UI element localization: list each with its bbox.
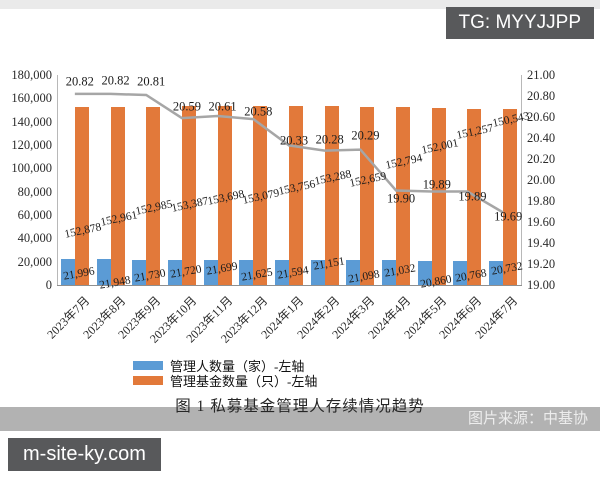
trend-line-value-label: 20.82 [101, 73, 130, 88]
y-axis-right-tick-label: 21.00 [527, 68, 556, 82]
y-axis-left-tick-label: 20,000 [17, 254, 52, 269]
bar-managers [382, 260, 397, 285]
bar-managers [60, 259, 75, 285]
y-axis-right-tick-label: 19.00 [527, 278, 556, 292]
bar-managers [96, 259, 111, 285]
bar-funds [181, 106, 196, 285]
trend-line-value-label: 20.82 [65, 74, 94, 89]
legend-swatch-funds-orange [133, 376, 163, 385]
trend-line-value-label: 19.89 [458, 189, 487, 204]
bar-managers [275, 259, 289, 285]
y-axis-right-tick-label: 19.40 [527, 236, 556, 250]
y-axis-left-tick-label: 120,000 [11, 138, 52, 152]
site-badge: m-site-ky.com [8, 438, 161, 471]
y-axis-right-tick-label: 20.00 [527, 173, 556, 187]
legend-label-managers: 管理人数量（家）-左轴 [170, 359, 305, 374]
legend-item-funds: 管理基金数量（只）-左轴 [133, 374, 318, 389]
source-watermark: 图片来源：中基协 [467, 410, 588, 427]
trend-line-value-label: 20.81 [137, 74, 166, 89]
trend-line-value-label: 20.59 [172, 99, 201, 114]
trend-line-value-label: 19.90 [387, 191, 416, 206]
bar-managers [489, 260, 504, 285]
trend-line-value-label: 19.69 [494, 209, 523, 224]
trend-line-value-label: 20.29 [351, 128, 380, 143]
bar-managers [132, 259, 147, 285]
legend-swatch-managers-blue [133, 361, 163, 370]
trend-line-value-label: 19.89 [422, 177, 451, 192]
legend-item-managers: 管理人数量（家）-左轴 [133, 359, 317, 374]
trend-line-value-label: 20.28 [315, 132, 344, 147]
bar-funds [74, 106, 89, 285]
y-axis-right-tick-label: 20.20 [527, 152, 556, 166]
y-axis-right-tick-label: 20.80 [527, 89, 556, 103]
y-axis-left-tick-label: 0 [45, 278, 52, 292]
y-axis-left-line [57, 75, 58, 285]
bar-managers [346, 260, 361, 285]
y-axis-right-tick-label: 19.60 [527, 215, 556, 229]
y-axis-left-tick-label: 180,000 [11, 68, 52, 82]
trend-line-value-label: 20.58 [244, 104, 273, 119]
telegram-badge: TG: MYYJJPP [445, 7, 594, 39]
bar-managers [310, 260, 325, 285]
y-axis-left-tick-label: 60,000 [17, 208, 52, 222]
bar-funds [503, 109, 518, 285]
bar-managers [417, 260, 432, 285]
bar-managers [203, 259, 218, 285]
y-axis-left-tick-label: 40,000 [17, 231, 52, 246]
source-band: 图片来源：中基协 [0, 407, 600, 431]
chart-area: 管理人数量（家）-左轴 管理基金数量（只）-左轴 180,000 160,000 1… [11, 68, 556, 389]
y-axis-right-tick-label: 20.40 [527, 131, 556, 145]
x-axis-line [57, 285, 522, 286]
y-axis-left-tick-label: 80,000 [17, 184, 52, 199]
bar-managers [167, 259, 182, 285]
bar-managers [453, 260, 468, 285]
bar-funds [110, 106, 125, 285]
trend-line-value-label: 20.61 [208, 99, 237, 114]
trend-line-value-label: 20.33 [279, 133, 309, 148]
legend: 管理人数量（家）-左轴 管理基金数量（只）-左轴 [133, 359, 317, 389]
y-axis-right-tick-label: 19.20 [527, 257, 556, 271]
y-axis-right-line [521, 75, 522, 285]
bar-managers [239, 259, 254, 285]
y-axis-left-tick-label: 160,000 [11, 91, 52, 106]
top-strip [0, 0, 600, 9]
chart-caption: 图 1 私募基金管理人存续情况趋势 [175, 398, 425, 415]
bar-managers-value-label: 21,151 [312, 255, 346, 273]
y-axis-left-tick-label: 140,000 [11, 114, 52, 129]
y-axis-right-tick-label: 20.60 [527, 110, 556, 124]
y-axis-right-tick-label: 19.80 [527, 194, 556, 208]
y-axis-left-tick-label: 100,000 [11, 161, 52, 176]
bar-funds [431, 107, 446, 285]
bar-funds [146, 106, 161, 285]
legend-label-funds: 管理基金数量（只）-左轴 [170, 374, 318, 389]
